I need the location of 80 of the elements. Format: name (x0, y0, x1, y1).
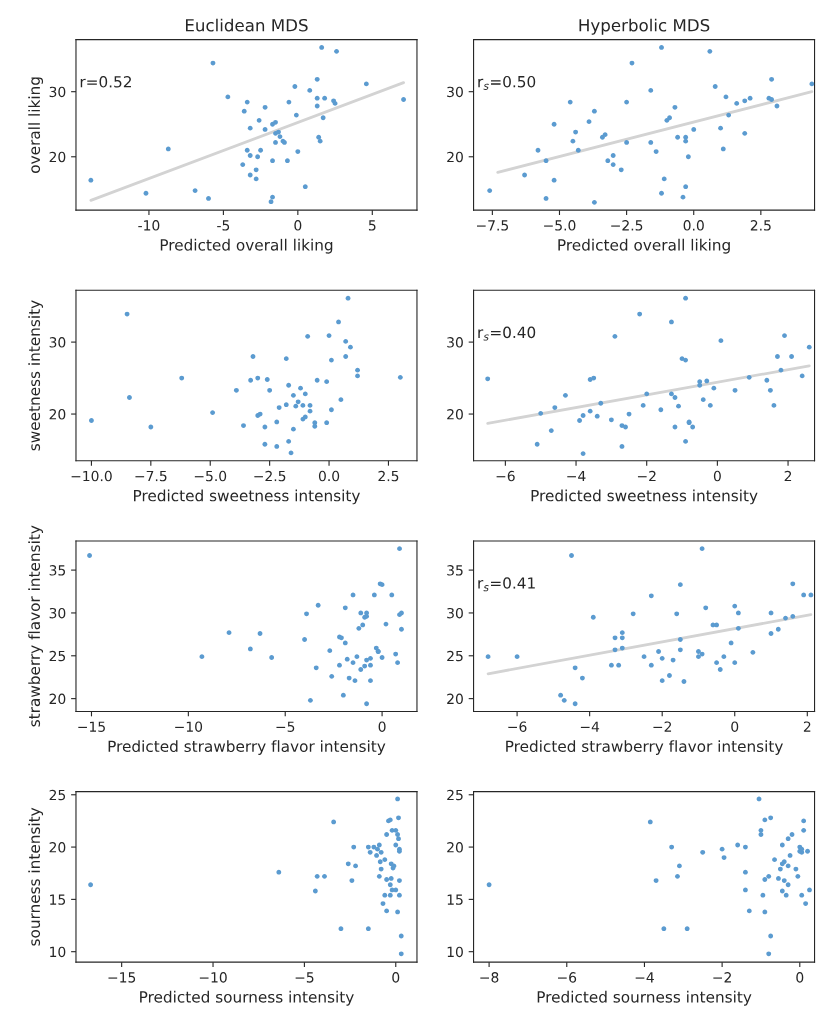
x-axis-title: Predicted sweetness intensity (531, 489, 758, 505)
x-axis-title: Predicted strawberry flavor intensity (108, 740, 386, 755)
x-tick-label: 0 (796, 972, 804, 983)
y-tick-label: 35 (447, 565, 463, 576)
y-tick-label: 25 (49, 650, 66, 662)
x-tick-label: −2 (637, 470, 656, 482)
y-tick-label: 25 (447, 789, 463, 801)
y-tick-label: 30 (447, 337, 463, 348)
x-tick-label: −5.0 (544, 220, 576, 231)
y-tick-label: 20 (447, 842, 463, 853)
y-tick-label: 20 (49, 693, 66, 705)
y-tick-label: 20 (49, 842, 66, 853)
y-tick-label: 20 (447, 151, 463, 163)
x-tick-label: −6 (508, 721, 527, 732)
x-tick-label: 0 (392, 972, 400, 983)
x-axis-title: Predicted overall liking (160, 238, 333, 254)
x-tick-label: −15 (108, 972, 136, 983)
x-tick-label: 0.0 (683, 220, 704, 231)
x-tick-label: −5 (295, 972, 314, 983)
x-tick-label: −6 (558, 972, 577, 983)
y-tick-label: 20 (49, 409, 66, 420)
x-tick-label: −2 (653, 721, 672, 732)
y-tick-label: 30 (49, 337, 66, 348)
x-tick-label: −10 (175, 721, 203, 732)
x-tick-label: 2.5 (378, 470, 399, 482)
x-tick-label: −8 (480, 972, 499, 983)
x-tick-label: -10 (138, 220, 160, 231)
y-tick-label: 20 (49, 151, 66, 163)
y-axis-title: sourness intensity (28, 807, 44, 946)
x-tick-label: −4 (580, 721, 600, 732)
x-tick-label: 0.0 (318, 470, 340, 482)
x-tick-label: -5 (217, 220, 230, 231)
x-axis-title: Predicted sourness intensity (140, 990, 354, 1006)
x-axis-title: Predicted sourness intensity (537, 990, 752, 1006)
x-tick-label: −7.5 (135, 470, 167, 482)
y-tick-label: 15 (447, 894, 463, 905)
x-tick-label: 0 (731, 721, 739, 732)
annotation: r$_{s}$=0.41 (478, 577, 535, 592)
y-tick-label: 30 (447, 86, 463, 98)
x-axis-title: Predicted overall liking (558, 238, 730, 254)
x-tick-label: 0 (294, 220, 302, 231)
x-tick-label: 0 (378, 721, 386, 732)
x-tick-label: 2 (784, 470, 792, 482)
y-tick-label: 10 (50, 946, 66, 958)
annotation: r=0.52 (80, 76, 131, 88)
x-tick-label: −4 (567, 470, 586, 482)
chart-title: Euclidean MDS (186, 18, 308, 32)
y-tick-label: 30 (447, 607, 463, 619)
y-tick-label: 10 (447, 946, 463, 958)
annotation: r$_{s}$=0.50 (478, 75, 536, 90)
x-tick-label: −6 (496, 470, 515, 482)
x-tick-label: −2.5 (254, 470, 286, 482)
x-tick-label: −2 (713, 972, 731, 983)
y-tick-label: 35 (49, 565, 66, 576)
x-tick-label: −5 (276, 721, 295, 732)
y-axis-title: strawberry flavor intensity (28, 525, 44, 727)
chart-title: Hyperbolic MDS (579, 18, 710, 35)
x-tick-label: −4 (635, 972, 654, 983)
y-tick-label: 30 (49, 86, 66, 98)
x-tick-label: 0 (713, 470, 721, 482)
annotation: r$_{s}$=0.40 (478, 326, 536, 341)
x-tick-label: −10.0 (71, 470, 112, 482)
y-tick-label: 25 (447, 650, 463, 662)
y-tick-label: 25 (49, 789, 66, 801)
x-axis-title: Predicted strawberry flavor intensity (506, 740, 783, 755)
y-tick-label: 20 (447, 693, 463, 705)
x-tick-label: −5.0 (194, 470, 227, 482)
y-tick-label: 15 (50, 894, 66, 905)
x-tick-label: 5 (368, 220, 376, 231)
x-tick-label: −10 (199, 972, 227, 983)
y-tick-label: 30 (49, 607, 66, 619)
x-tick-label: 2 (803, 721, 811, 732)
y-axis-title: overall liking (28, 77, 44, 173)
x-axis-title: Predicted sweetness intensity (134, 489, 360, 505)
y-tick-label: 20 (447, 409, 463, 420)
x-tick-label: 2.5 (750, 220, 771, 231)
x-tick-label: −15 (78, 721, 105, 732)
y-axis-title: sweetness intensity (28, 300, 44, 451)
x-tick-label: −7.5 (476, 220, 509, 231)
x-tick-label: −2.5 (611, 220, 643, 231)
